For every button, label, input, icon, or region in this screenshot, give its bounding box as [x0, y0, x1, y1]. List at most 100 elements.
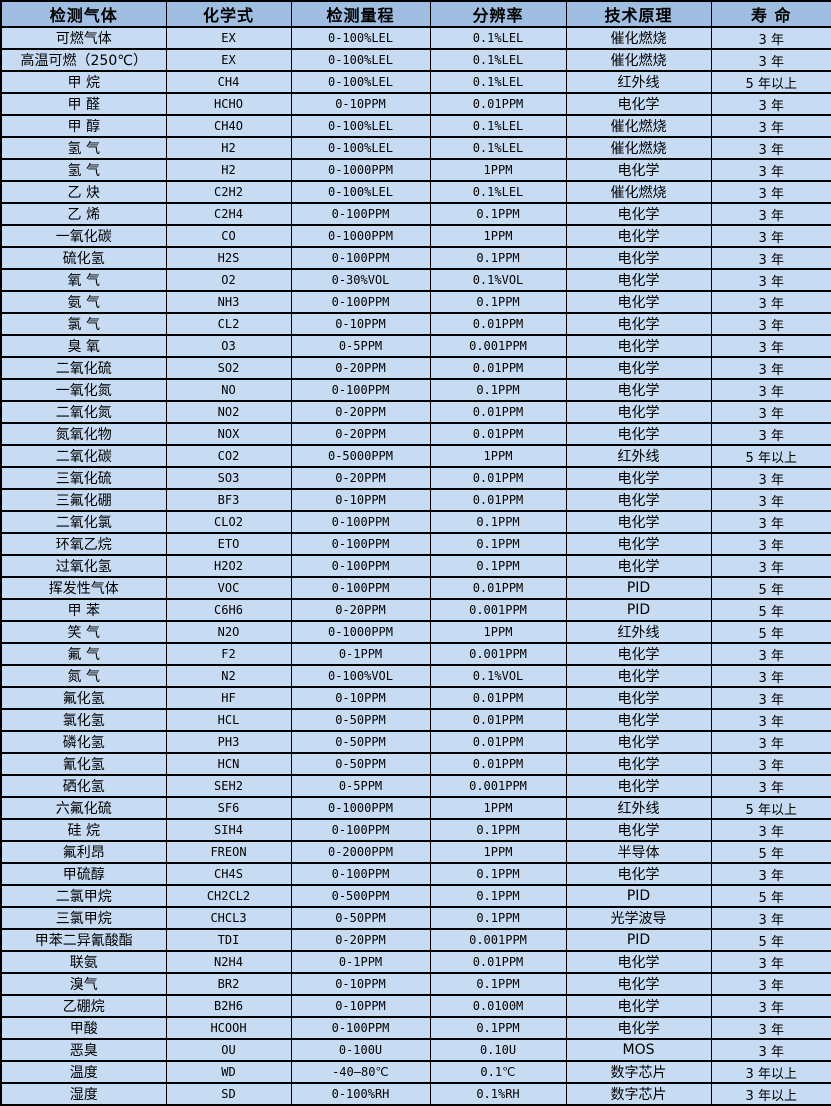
table-row: 氮 气 N2 0-100%VOL 0.1%VOL 电化学 3 年 — [0, 664, 831, 688]
cell-resolution: 0.1PPM — [429, 290, 567, 314]
cell-lifespan: 3 年 — [710, 466, 831, 490]
cell-chemical-formula: N2 — [165, 664, 292, 688]
cell-detection-range: 0-100PPM — [290, 532, 431, 556]
table-row: 甲 烷 CH4 0-100%LEL 0.1%LEL 红外线 5 年以上 — [0, 70, 831, 94]
table-row: 三氟化硼 BF3 0-10PPM 0.01PPM 电化学 3 年 — [0, 488, 831, 512]
cell-technology: 电化学 — [565, 972, 712, 996]
table-row: 二氯甲烷 CH2CL2 0-500PPM 0.1PPM PID 5 年 — [0, 884, 831, 908]
cell-gas-name: 氮氧化物 — [0, 422, 167, 446]
cell-technology: 光学波导 — [565, 906, 712, 930]
table-row: 硅 烷 SIH4 0-100PPM 0.1PPM 电化学 3 年 — [0, 818, 831, 842]
cell-technology: PID — [565, 928, 712, 952]
cell-chemical-formula: B2H6 — [165, 994, 292, 1018]
table-row: 高温可燃（250℃） EX 0-100%LEL 0.1%LEL 催化燃烧 3 年 — [0, 48, 831, 72]
cell-gas-name: 氯 气 — [0, 312, 167, 336]
cell-chemical-formula: BR2 — [165, 972, 292, 996]
table-row: 硫化氢 H2S 0-100PPM 0.1PPM 电化学 3 年 — [0, 246, 831, 270]
cell-lifespan: 3 年 — [710, 994, 831, 1018]
cell-chemical-formula: HF — [165, 686, 292, 710]
cell-resolution: 0.1PPM — [429, 202, 567, 226]
cell-chemical-formula: CO — [165, 224, 292, 248]
header-row: 检测气体 化学式 检测量程 分辨率 技术原理寿 命 — [0, 0, 831, 28]
cell-chemical-formula: VOC — [165, 576, 292, 600]
column-header-gas-name: 检测气体 — [0, 0, 167, 28]
cell-chemical-formula: NH3 — [165, 290, 292, 314]
cell-resolution: 0.1PPM — [429, 1016, 567, 1040]
cell-resolution: 0.1PPM — [429, 884, 567, 908]
cell-technology: 红外线 — [565, 796, 712, 820]
cell-lifespan: 3 年 — [710, 532, 831, 556]
cell-chemical-formula: NOX — [165, 422, 292, 446]
cell-lifespan: 3 年以上 — [710, 1082, 831, 1106]
cell-detection-range: 0-5PPM — [290, 334, 431, 358]
cell-lifespan: 3 年 — [710, 752, 831, 776]
cell-technology: 数字芯片 — [565, 1060, 712, 1084]
column-header-chemical-formula: 化学式 — [165, 0, 292, 28]
cell-technology: 电化学 — [565, 158, 712, 182]
cell-technology: 电化学 — [565, 686, 712, 710]
cell-technology: 电化学 — [565, 818, 712, 842]
cell-chemical-formula: C6H6 — [165, 598, 292, 622]
cell-gas-name: 硒化氢 — [0, 774, 167, 798]
cell-gas-name: 联氨 — [0, 950, 167, 974]
cell-chemical-formula: EX — [165, 48, 292, 72]
cell-lifespan: 3 年 — [710, 488, 831, 512]
cell-lifespan: 3 年 — [710, 92, 831, 116]
cell-detection-range: 0-5PPM — [290, 774, 431, 798]
cell-detection-range: 0-100%LEL — [290, 70, 431, 94]
table-row: 溴气 BR2 0-10PPM 0.1PPM 电化学 3 年 — [0, 972, 831, 996]
cell-gas-name: 甲 醛 — [0, 92, 167, 116]
cell-gas-name: 磷化氢 — [0, 730, 167, 754]
cell-gas-name: 二氯甲烷 — [0, 884, 167, 908]
cell-chemical-formula: BF3 — [165, 488, 292, 512]
table-row: 乙 烯 C2H4 0-100PPM 0.1PPM 电化学 3 年 — [0, 202, 831, 226]
table-row: 乙硼烷 B2H6 0-10PPM 0.0100M 电化学 3 年 — [0, 994, 831, 1018]
cell-detection-range: 0-100PPM — [290, 554, 431, 578]
cell-lifespan: 5 年 — [710, 840, 831, 864]
cell-lifespan: 3 年 — [710, 378, 831, 402]
cell-detection-range: 0-1000PPM — [290, 224, 431, 248]
cell-detection-range: 0-100%LEL — [290, 136, 431, 160]
table-row: 二氧化硫 SO2 0-20PPM 0.01PPM 电化学 3 年 — [0, 356, 831, 380]
cell-technology: 催化燃烧 — [565, 136, 712, 160]
cell-gas-name: 甲 醇 — [0, 114, 167, 138]
cell-resolution: 0.01PPM — [429, 950, 567, 974]
cell-detection-range: 0-2000PPM — [290, 840, 431, 864]
cell-resolution: 0.1%VOL — [429, 664, 567, 688]
cell-chemical-formula: SO3 — [165, 466, 292, 490]
cell-lifespan: 3 年 — [710, 862, 831, 886]
cell-technology: 电化学 — [565, 994, 712, 1018]
cell-resolution: 0.01PPM — [429, 356, 567, 380]
cell-resolution: 0.1%LEL — [429, 180, 567, 204]
table-row: 一氧化碳 CO 0-1000PPM 1PPM 电化学 3 年 — [0, 224, 831, 248]
column-header-detection-range: 检测量程 — [290, 0, 431, 28]
cell-technology: 电化学 — [565, 334, 712, 358]
cell-chemical-formula: H2S — [165, 246, 292, 270]
column-header-lifespan: 寿 命 — [710, 0, 831, 28]
table-row: 氢 气 H2 0-1000PPM 1PPM 电化学 3 年 — [0, 158, 831, 182]
cell-lifespan: 3 年 — [710, 334, 831, 358]
cell-technology: 电化学 — [565, 488, 712, 512]
cell-chemical-formula: CLO2 — [165, 510, 292, 534]
cell-resolution: 0.01PPM — [429, 422, 567, 446]
cell-gas-name: 氟 气 — [0, 642, 167, 666]
cell-chemical-formula: SIH4 — [165, 818, 292, 842]
cell-chemical-formula: O2 — [165, 268, 292, 292]
cell-gas-name: 可燃气体 — [0, 26, 167, 50]
cell-resolution: 0.01PPM — [429, 312, 567, 336]
cell-lifespan: 5 年 — [710, 928, 831, 952]
cell-detection-range: 0-30%VOL — [290, 268, 431, 292]
table-row: 甲苯二异氰酸酯 TDI 0-20PPM 0.001PPM PID 5 年 — [0, 928, 831, 952]
cell-lifespan: 3 年 — [710, 290, 831, 314]
cell-resolution: 0.10U — [429, 1038, 567, 1062]
cell-chemical-formula: H2 — [165, 158, 292, 182]
cell-detection-range: 0-5000PPM — [290, 444, 431, 468]
cell-chemical-formula: O3 — [165, 334, 292, 358]
cell-lifespan: 3 年 — [710, 972, 831, 996]
cell-lifespan: 3 年 — [710, 554, 831, 578]
table-row: 过氧化氢 H2O2 0-100PPM 0.1PPM 电化学 3 年 — [0, 554, 831, 578]
cell-chemical-formula: CH4O — [165, 114, 292, 138]
cell-chemical-formula: SO2 — [165, 356, 292, 380]
table-row: 环氧乙烷 ETO 0-100PPM 0.1PPM 电化学 3 年 — [0, 532, 831, 556]
cell-technology: 电化学 — [565, 378, 712, 402]
